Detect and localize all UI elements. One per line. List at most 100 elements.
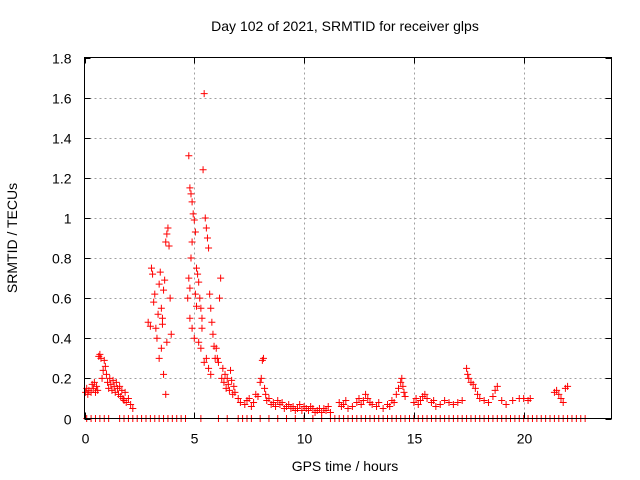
data-point: [155, 280, 163, 288]
x-tick-label: 0: [82, 431, 90, 447]
data-point: [493, 382, 501, 390]
data-point: [463, 364, 471, 372]
data-point: [526, 394, 534, 402]
data-point: [289, 402, 297, 410]
data-point: [157, 304, 165, 312]
data-point: [261, 384, 269, 392]
data-points: [82, 90, 589, 422]
data-point: [265, 394, 273, 402]
data-point: [223, 374, 231, 382]
y-tick-label: 1.6: [52, 91, 72, 107]
data-point: [158, 314, 166, 322]
data-point: [195, 338, 203, 346]
data-point: [151, 290, 159, 298]
data-point: [127, 400, 135, 408]
data-point: [150, 298, 158, 306]
data-point: [208, 318, 216, 326]
data-point: [205, 244, 213, 252]
data-point: [197, 344, 205, 352]
data-point: [155, 354, 163, 362]
data-point: [304, 406, 312, 414]
data-point: [160, 370, 168, 378]
data-point: [278, 398, 286, 406]
data-point: [185, 152, 193, 160]
data-point: [423, 394, 431, 402]
chart-title: Day 102 of 2021, SRMTID for receiver glp…: [211, 18, 479, 34]
data-point: [188, 198, 196, 206]
data-point: [256, 378, 264, 386]
data-point: [163, 338, 171, 346]
data-point: [480, 396, 488, 404]
data-point: [96, 350, 104, 358]
data-point: [373, 402, 381, 410]
data-point: [162, 238, 170, 246]
data-point: [245, 394, 253, 402]
data-point: [157, 344, 165, 352]
data-point: [298, 406, 306, 414]
grid-lines: [84, 57, 612, 419]
data-point: [454, 398, 462, 406]
data-point: [230, 382, 238, 390]
data-point: [559, 398, 567, 406]
data-point: [502, 400, 510, 408]
data-point: [476, 394, 484, 402]
data-point: [186, 284, 194, 292]
x-tick-label: 10: [297, 431, 313, 447]
data-point: [163, 230, 171, 238]
data-point: [112, 378, 120, 386]
data-point: [186, 184, 194, 192]
data-point: [399, 382, 407, 390]
data-point: [154, 310, 162, 318]
axis-ticks: 0 0.2 0.4 0.6 0.8 1 1.2 1.4 1.6 1.8 0 5 10 15 20: [52, 51, 612, 447]
data-point: [259, 354, 267, 362]
data-point: [309, 404, 317, 412]
data-point: [129, 404, 137, 412]
data-point: [401, 392, 409, 400]
data-point: [432, 402, 440, 410]
data-point: [555, 390, 563, 398]
data-point: [153, 334, 161, 342]
data-point: [94, 386, 102, 394]
data-point: [449, 400, 457, 408]
data-point: [195, 278, 203, 286]
data-point: [124, 394, 132, 402]
data-point: [98, 374, 106, 382]
data-point: [342, 396, 350, 404]
data-point: [445, 398, 453, 406]
data-point: [357, 400, 365, 408]
data-point: [101, 362, 109, 370]
data-point: [188, 238, 196, 246]
data-point: [458, 396, 466, 404]
y-tick-label: 1.4: [52, 131, 72, 147]
data-point: [441, 396, 449, 404]
data-point: [430, 396, 438, 404]
data-point: [359, 396, 367, 404]
data-point: [247, 402, 255, 410]
data-point: [191, 290, 199, 298]
data-point: [199, 166, 207, 174]
data-point: [395, 384, 403, 392]
data-point: [189, 210, 197, 218]
data-point: [190, 334, 198, 342]
data-point: [198, 314, 206, 322]
data-point: [93, 382, 101, 390]
y-tick-label: 0.6: [52, 291, 72, 307]
data-point: [197, 304, 205, 312]
data-point: [489, 392, 497, 400]
y-tick-label: 1.2: [52, 171, 72, 187]
data-point: [166, 294, 174, 302]
data-point: [386, 402, 394, 410]
data-point: [156, 268, 164, 276]
data-point: [192, 264, 200, 272]
data-point: [465, 374, 473, 382]
data-point: [122, 398, 130, 406]
x-tick-label: 15: [407, 431, 423, 447]
data-point: [99, 366, 107, 374]
data-point: [353, 398, 361, 406]
data-point: [191, 228, 199, 236]
data-point: [167, 330, 175, 338]
data-point: [464, 370, 472, 378]
data-point: [368, 400, 376, 408]
data-point: [216, 294, 224, 302]
